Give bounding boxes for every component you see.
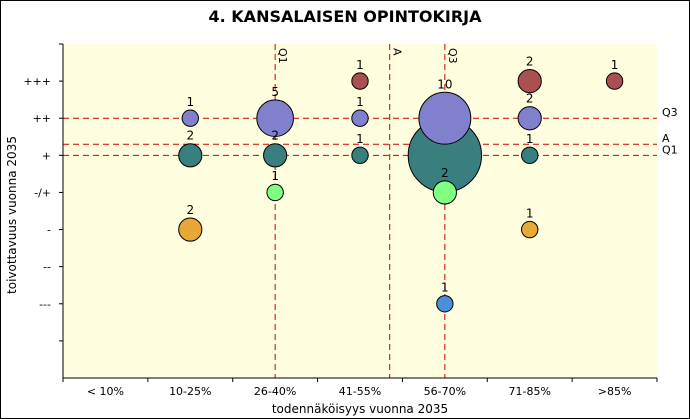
bubble (605, 72, 624, 90)
plot-area (63, 44, 657, 378)
bubble (521, 146, 539, 165)
bubble-count-label: 2 (526, 92, 534, 106)
x-axis-label: todennäköisyys vuonna 2035 (272, 402, 448, 416)
x-tick-label: >85% (598, 385, 632, 398)
bubble (517, 69, 542, 94)
vertical-reference-label: Q1 (276, 48, 289, 64)
bubble (178, 143, 203, 168)
bubble (263, 143, 288, 168)
bubble-count-label: 1 (271, 169, 279, 183)
y-tick-label: ++ (33, 112, 51, 125)
bubble (432, 180, 457, 205)
horizontal-reference-label: Q3 (662, 106, 678, 119)
bubble-count-label: 2 (186, 129, 194, 143)
x-tick-label: < 10% (87, 385, 124, 398)
y-axis-label: toivottavuus vuonna 2035 (5, 136, 19, 294)
y-tick-label: - (47, 224, 51, 237)
vertical-reference-label: A (391, 48, 404, 56)
bubble (351, 72, 369, 90)
bubble (256, 99, 294, 138)
bubble (517, 106, 542, 131)
y-tick-label: -- (43, 261, 51, 274)
bubble-count-label: 1 (356, 58, 364, 72)
bubble (351, 146, 369, 165)
horizontal-reference-label: A (662, 132, 670, 145)
x-tick-label: 41-55% (339, 385, 381, 398)
y-tick-label: -/+ (34, 186, 51, 199)
bubbles: 1 2 2 5 2 1 1 1 1 10 2 1 2 2 1 1 1 (178, 55, 624, 313)
bubble-count-label: 2 (186, 203, 194, 217)
bubble-count-label: 1 (441, 281, 449, 295)
bubble-count-label: 1 (356, 132, 364, 146)
bubble (351, 109, 369, 127)
bubble-count-label: 10 (437, 77, 452, 91)
x-tick-label: 26-40% (254, 385, 296, 398)
y-tick-label: +++ (23, 75, 51, 88)
bubble-count-label: 1 (526, 206, 534, 220)
bubble (181, 109, 199, 127)
bubble-count-label: 2 (526, 55, 534, 69)
bubble-count-label: 1 (611, 58, 619, 72)
bubble-count-label: 2 (441, 166, 449, 180)
x-tick-label: 10-25% (169, 385, 211, 398)
bubble-count-label: 1 (186, 95, 194, 109)
vertical-reference-label: Q3 (446, 48, 459, 64)
chart-title: 4. KANSALAISEN OPINTOKIRJA (209, 7, 483, 26)
x-tick-label: 71-85% (509, 385, 551, 398)
bubble (436, 295, 454, 313)
bubble (521, 220, 539, 239)
y-tick-label: + (42, 149, 51, 162)
bubble-count-label: 2 (271, 129, 279, 143)
bubble-count-label: 1 (356, 95, 364, 109)
y-tick-label: --- (39, 298, 51, 311)
bubble-count-label: 1 (526, 132, 534, 146)
bubble-count-label: 5 (271, 85, 279, 99)
x-tick-label: 56-70% (424, 385, 466, 398)
horizontal-reference-label: Q1 (662, 143, 678, 156)
axes: -------/+++++++< 10% 10-25% 26-40% 41-55% 56… (23, 43, 658, 398)
bubble (266, 183, 284, 202)
bubble (418, 91, 472, 145)
bubble (178, 217, 203, 242)
